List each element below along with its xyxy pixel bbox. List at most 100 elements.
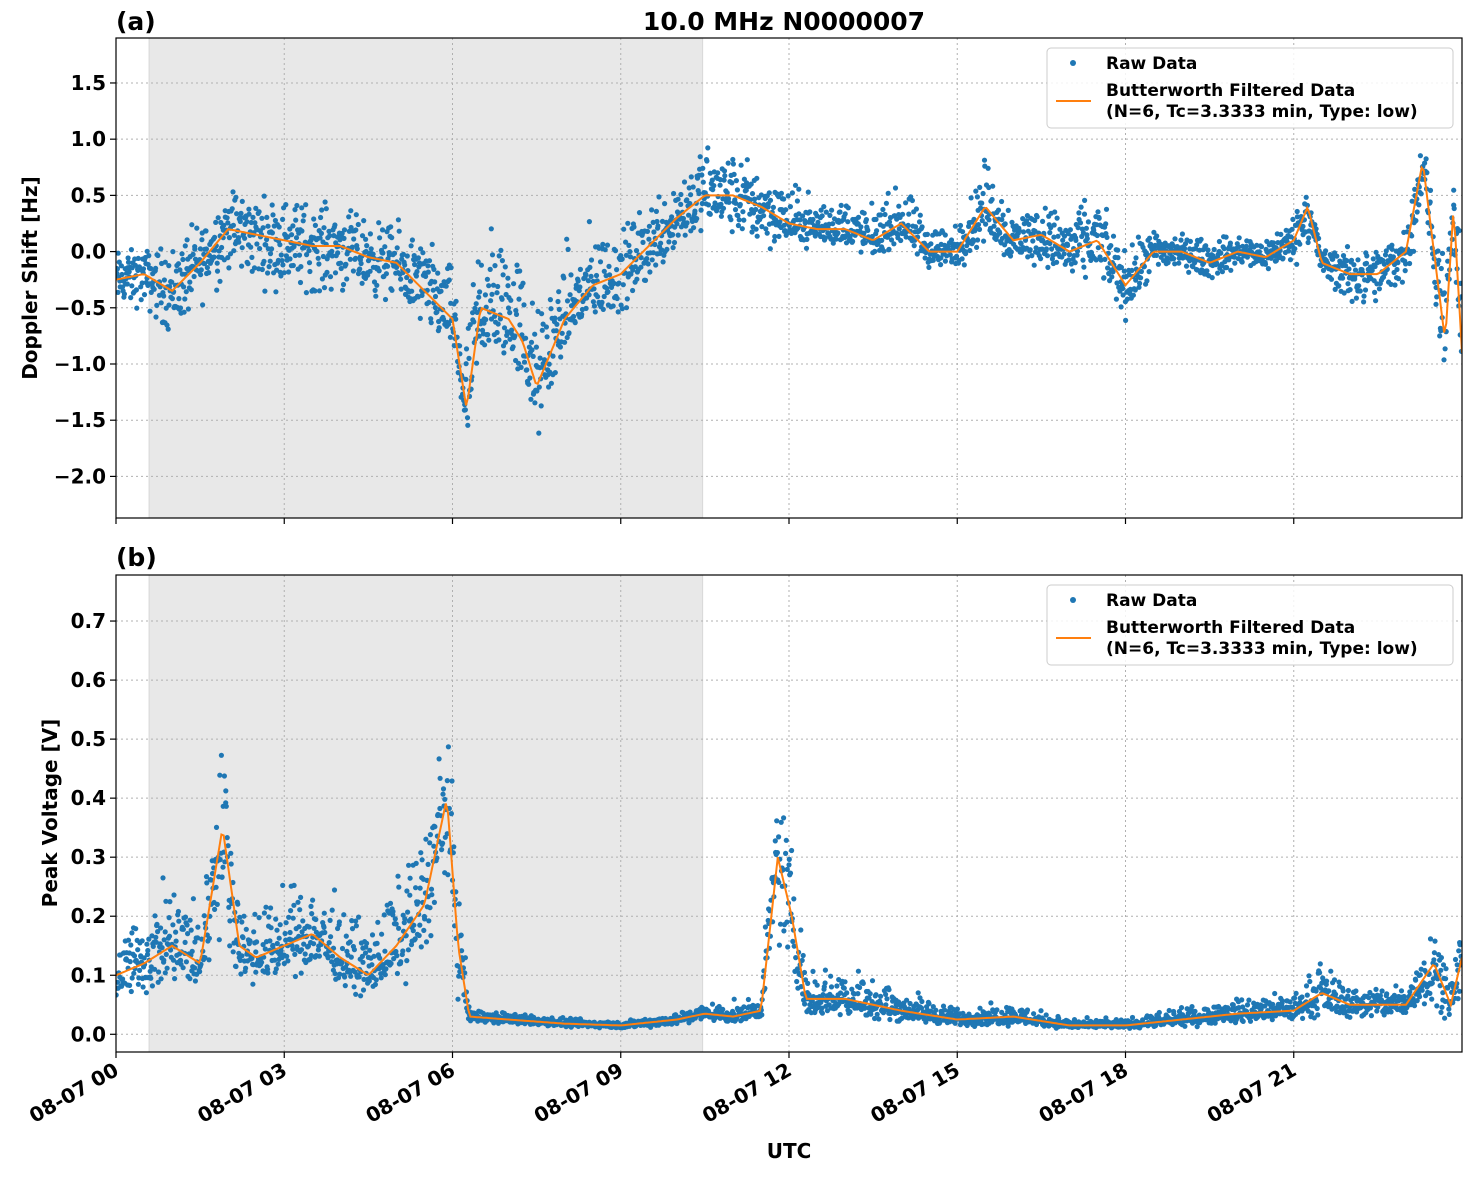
- raw-data-point: [486, 338, 491, 343]
- raw-data-point: [147, 309, 152, 314]
- raw-data-point: [810, 969, 815, 974]
- raw-data-point: [855, 991, 860, 996]
- raw-data-point: [239, 953, 244, 958]
- raw-data-point: [1248, 1019, 1253, 1024]
- raw-data-point: [500, 297, 505, 302]
- raw-data-point: [154, 303, 159, 308]
- raw-data-point: [1441, 357, 1446, 362]
- raw-data-point: [960, 256, 965, 261]
- raw-data-point: [250, 982, 255, 987]
- raw-data-point: [453, 317, 458, 322]
- raw-data-point: [290, 223, 295, 228]
- raw-data-point: [283, 931, 288, 936]
- raw-data-point: [405, 910, 410, 915]
- raw-data-point: [471, 282, 476, 287]
- raw-data-point: [299, 228, 304, 233]
- y-tick-label: −0.5: [54, 296, 106, 320]
- raw-data-point: [974, 245, 979, 250]
- raw-data-point: [217, 937, 222, 942]
- x-tick-label: 08-07 06: [361, 1058, 459, 1128]
- raw-data-point: [815, 220, 820, 225]
- raw-data-point: [1070, 268, 1075, 273]
- raw-data-point: [1395, 260, 1400, 265]
- raw-data-point: [310, 898, 315, 903]
- raw-data-point: [268, 905, 273, 910]
- raw-data-point: [754, 227, 759, 232]
- raw-data-point: [1052, 222, 1057, 227]
- raw-data-point: [788, 871, 793, 876]
- raw-data-point: [669, 214, 674, 219]
- raw-data-point: [592, 303, 597, 308]
- raw-data-point: [155, 253, 160, 258]
- raw-data-point: [540, 328, 545, 333]
- raw-data-point: [187, 280, 192, 285]
- raw-data-point: [614, 267, 619, 272]
- raw-data-point: [711, 183, 716, 188]
- raw-data-point: [324, 206, 329, 211]
- raw-data-point: [788, 204, 793, 209]
- raw-data-point: [416, 255, 421, 260]
- raw-data-point: [1164, 255, 1169, 260]
- raw-data-point: [476, 295, 481, 300]
- legend-filtered-label: Butterworth Filtered Data: [1106, 81, 1355, 101]
- raw-data-point: [435, 271, 440, 276]
- raw-data-point: [397, 229, 402, 234]
- raw-data-point: [375, 941, 380, 946]
- raw-data-point: [949, 237, 954, 242]
- raw-data-point: [353, 227, 358, 232]
- raw-data-point: [882, 212, 887, 217]
- raw-data-point: [127, 983, 132, 988]
- raw-data-point: [240, 199, 245, 204]
- raw-data-point: [465, 423, 470, 428]
- raw-data-point: [285, 958, 290, 963]
- raw-data-point: [185, 237, 190, 242]
- raw-data-point: [273, 917, 278, 922]
- raw-data-point: [568, 272, 573, 277]
- raw-data-point: [496, 321, 501, 326]
- raw-data-point: [844, 990, 849, 995]
- raw-data-point: [603, 247, 608, 252]
- raw-data-point: [492, 263, 497, 268]
- raw-data-point: [537, 385, 542, 390]
- raw-data-point: [611, 303, 616, 308]
- raw-data-point: [418, 850, 423, 855]
- raw-data-point: [197, 969, 202, 974]
- raw-data-point: [768, 246, 773, 251]
- raw-data-point: [1065, 243, 1070, 248]
- raw-data-point: [161, 293, 166, 298]
- raw-data-point: [1131, 293, 1136, 298]
- raw-data-point: [620, 256, 625, 261]
- raw-data-point: [184, 959, 189, 964]
- raw-data-point: [368, 231, 373, 236]
- x-tick-label: 08-07 09: [530, 1058, 628, 1128]
- raw-data-point: [645, 229, 650, 234]
- raw-data-point: [268, 251, 273, 256]
- raw-data-point: [807, 209, 812, 214]
- raw-data-point: [577, 284, 582, 289]
- raw-data-point: [316, 256, 321, 261]
- y-tick-label: 0.4: [71, 786, 106, 810]
- raw-data-point: [621, 282, 626, 287]
- raw-data-point: [359, 261, 364, 266]
- raw-data-point: [284, 920, 289, 925]
- raw-data-point: [828, 974, 833, 979]
- raw-data-point: [328, 274, 333, 279]
- raw-data-point: [181, 284, 186, 289]
- raw-data-point: [1132, 261, 1137, 266]
- raw-data-point: [806, 190, 811, 195]
- raw-data-point: [1364, 261, 1369, 266]
- raw-data-point: [454, 299, 459, 304]
- raw-data-point: [304, 290, 309, 295]
- raw-data-point: [720, 1007, 725, 1012]
- raw-data-point: [1043, 206, 1048, 211]
- raw-data-point: [129, 930, 134, 935]
- raw-data-point: [159, 976, 164, 981]
- raw-data-point: [235, 902, 240, 907]
- raw-data-point: [323, 199, 328, 204]
- raw-data-point: [1292, 995, 1297, 1000]
- raw-data-point: [199, 267, 204, 272]
- raw-data-point: [322, 285, 327, 290]
- raw-data-point: [678, 192, 683, 197]
- raw-data-point: [348, 974, 353, 979]
- raw-data-point: [129, 283, 134, 288]
